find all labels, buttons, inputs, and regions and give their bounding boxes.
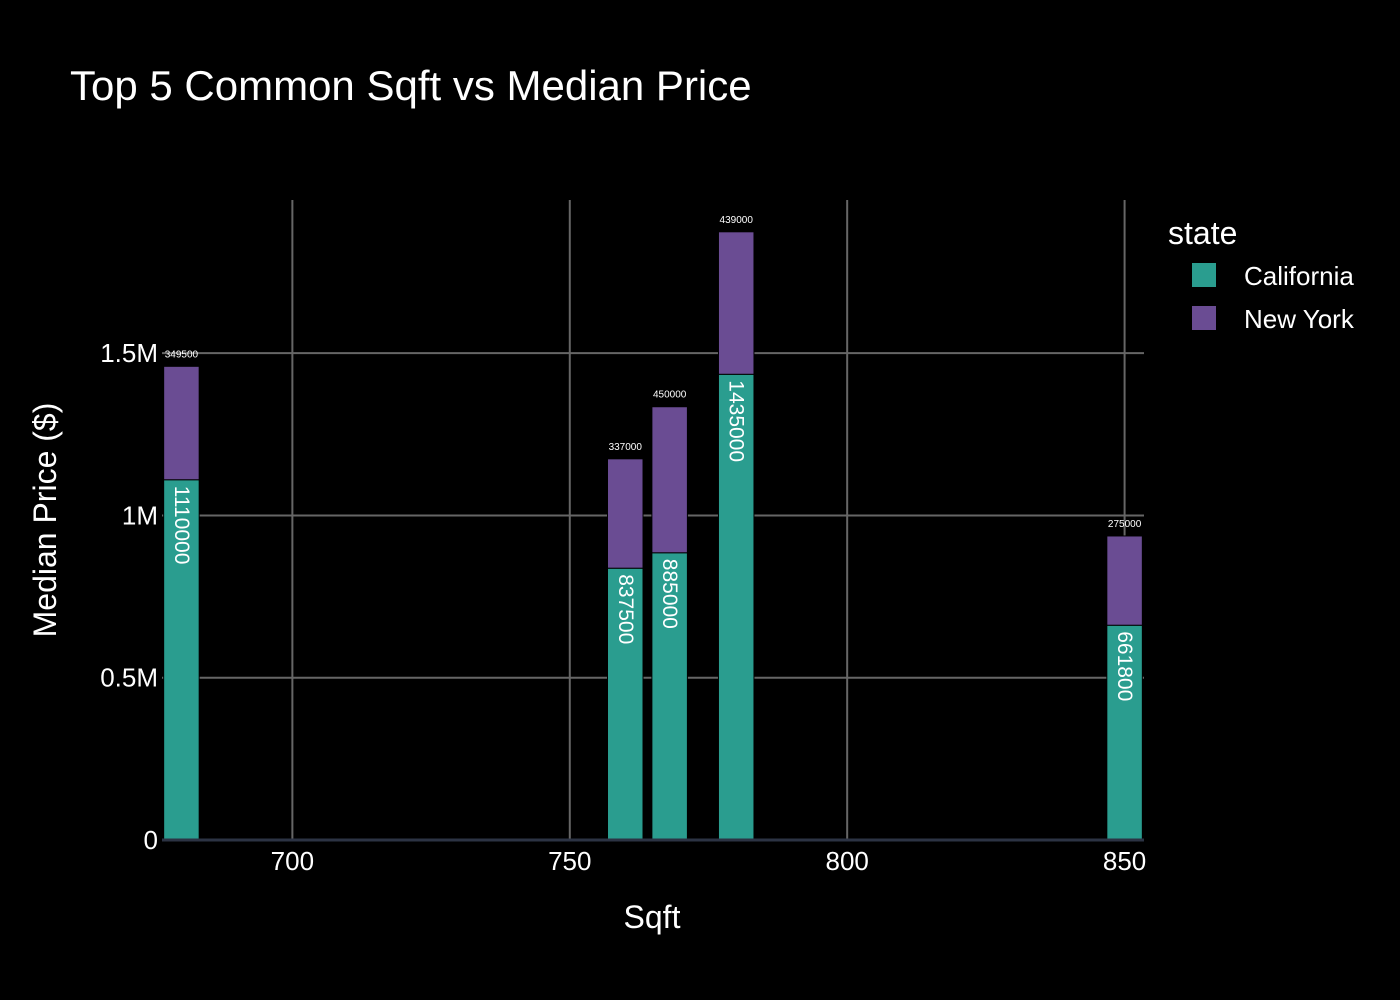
y-tick-label: 0.5M: [100, 663, 158, 693]
bar-layer: [163, 231, 1143, 841]
data-label: 450000: [653, 390, 687, 401]
x-tick-label: 800: [825, 846, 868, 876]
data-label: 439000: [720, 215, 754, 226]
bar-california: [607, 567, 644, 841]
x-tick-label: 850: [1103, 846, 1146, 876]
x-tick-label: 750: [548, 846, 591, 876]
bar-new-york: [163, 365, 200, 481]
data-label: 275000: [1108, 519, 1142, 530]
bar-new-york: [607, 458, 644, 569]
legend-title: state: [1168, 215, 1237, 251]
data-label: 349500: [165, 349, 199, 360]
bar-new-york: [1106, 535, 1143, 626]
y-tick-label: 0: [144, 825, 158, 855]
legend-items: California New York: [1192, 261, 1355, 334]
y-tick-label: 1.5M: [100, 338, 158, 368]
data-label: 661800: [1113, 631, 1136, 701]
axis-layer: 700 750 800 850 0 0.5M 1M 1.5M: [100, 338, 1146, 876]
legend-label[interactable]: New York: [1244, 304, 1355, 334]
y-tick-label: 1M: [122, 500, 158, 530]
data-label-layer: 1110000 837500 885000 1435000 661800 349500 33…: [165, 215, 1142, 701]
data-label: 1110000: [170, 486, 193, 565]
bar-new-york: [717, 231, 755, 375]
chart-title: Top 5 Common Sqft vs Median Price: [70, 62, 752, 109]
legend-swatch: [1192, 263, 1216, 287]
bar-california: [717, 373, 755, 841]
data-label: 1435000: [725, 380, 748, 462]
bar-california: [651, 552, 688, 841]
legend: state California New York: [1168, 215, 1355, 334]
x-tick-label: 700: [271, 846, 314, 876]
legend-label[interactable]: California: [1244, 261, 1354, 291]
data-label: 337000: [609, 442, 643, 453]
bar-california: [1106, 624, 1143, 841]
y-axis-title: Median Price ($): [27, 403, 63, 638]
legend-swatch: [1192, 306, 1216, 330]
x-axis-title: Sqft: [624, 899, 681, 935]
bar-new-york: [651, 406, 688, 554]
data-label: 837500: [614, 574, 637, 644]
data-label: 885000: [658, 559, 681, 629]
